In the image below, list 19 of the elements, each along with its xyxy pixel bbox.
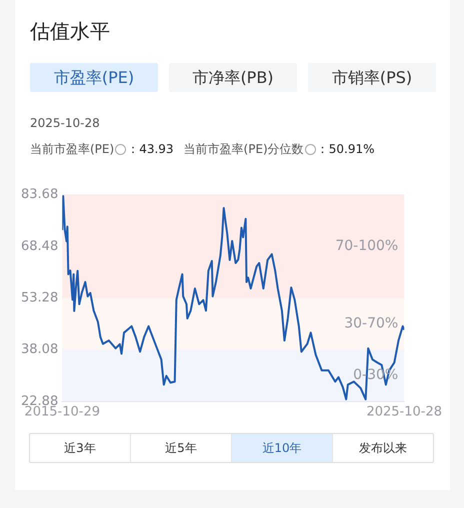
chart-title: 估值水平	[30, 18, 110, 45]
band-label: 30-70%	[344, 316, 398, 332]
text: 近3年	[63, 440, 97, 457]
text: 当前市盈率(PE)分位数	[184, 141, 304, 158]
text: 近10年	[231, 434, 332, 462]
y-tick-label: 53.28	[21, 290, 58, 306]
text: 市净率(PB)	[169, 63, 297, 92]
y-tick-label: 38.08	[21, 342, 58, 358]
text: 当前市盈率(PE)	[30, 141, 114, 158]
text: ：50.91%	[316, 141, 374, 158]
band-label: 70-100%	[335, 238, 398, 254]
text: 市盈率(PE)	[30, 63, 158, 92]
text: 发布以来	[332, 434, 433, 462]
text: 2025-10-28	[30, 116, 100, 130]
y-tick-label: 83.68	[21, 187, 58, 202]
text: 市销率(PS)	[308, 63, 436, 92]
y-tick-label: 68.48	[21, 238, 58, 254]
text: ：43.93	[127, 141, 174, 158]
text: 近5年	[130, 434, 231, 462]
